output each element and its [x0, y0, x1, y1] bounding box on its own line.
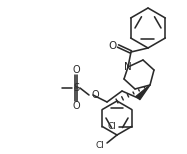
Text: O: O [91, 90, 99, 100]
Text: N: N [124, 62, 132, 72]
Text: O: O [72, 101, 80, 111]
Text: O: O [72, 65, 80, 75]
Text: Cl: Cl [96, 142, 104, 150]
Text: O: O [109, 41, 117, 51]
Text: S: S [73, 83, 79, 93]
Text: Cl: Cl [107, 122, 116, 131]
Polygon shape [136, 85, 150, 100]
